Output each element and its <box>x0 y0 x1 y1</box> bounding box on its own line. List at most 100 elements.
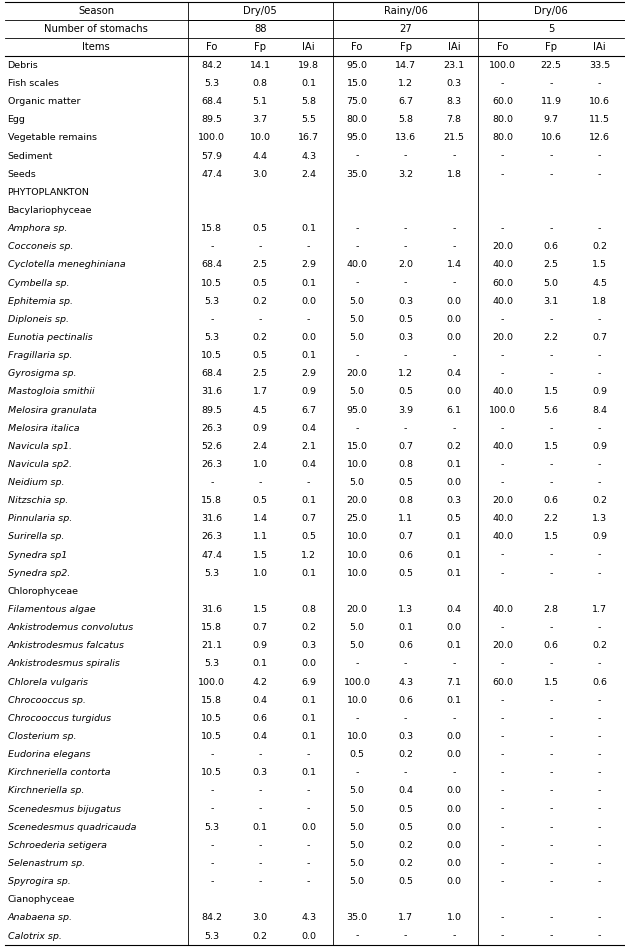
Text: -: - <box>356 714 359 723</box>
Text: 26.3: 26.3 <box>201 460 222 469</box>
Text: 1.0: 1.0 <box>447 914 462 922</box>
Text: -: - <box>210 841 214 849</box>
Text: 26.3: 26.3 <box>201 532 222 542</box>
Text: 89.5: 89.5 <box>201 405 222 415</box>
Text: 0.1: 0.1 <box>447 532 462 542</box>
Text: 31.6: 31.6 <box>201 514 222 524</box>
Text: 5.0: 5.0 <box>544 278 559 288</box>
Text: 4.3: 4.3 <box>301 152 316 161</box>
Text: -: - <box>501 369 504 378</box>
Text: -: - <box>598 351 601 360</box>
Text: -: - <box>598 841 601 849</box>
Text: -: - <box>356 768 359 777</box>
Text: -: - <box>259 750 262 759</box>
Text: 52.6: 52.6 <box>201 442 222 451</box>
Text: Chrocooccus turgidus: Chrocooccus turgidus <box>8 714 111 723</box>
Text: -: - <box>356 242 359 251</box>
Text: 0.3: 0.3 <box>253 768 268 777</box>
Text: 0.1: 0.1 <box>447 696 462 705</box>
Text: 40.0: 40.0 <box>347 260 368 269</box>
Text: 26.3: 26.3 <box>201 423 222 433</box>
Text: 0.2: 0.2 <box>592 242 607 251</box>
Text: 25.0: 25.0 <box>347 514 368 524</box>
Text: Melosira italica: Melosira italica <box>8 423 79 433</box>
Text: Mastogloia smithii: Mastogloia smithii <box>8 387 94 397</box>
Text: 95.0: 95.0 <box>347 405 368 415</box>
Text: Navicula sp1.: Navicula sp1. <box>8 442 71 451</box>
Text: 0.0: 0.0 <box>447 841 462 849</box>
Text: 0.9: 0.9 <box>592 442 607 451</box>
Text: 0.8: 0.8 <box>398 460 413 469</box>
Text: Kirchneriella sp.: Kirchneriella sp. <box>8 786 84 795</box>
Text: 0.5: 0.5 <box>398 387 413 397</box>
Text: 0.9: 0.9 <box>301 387 316 397</box>
Text: 0.5: 0.5 <box>253 278 268 288</box>
Text: -: - <box>549 696 552 705</box>
Text: 2.5: 2.5 <box>253 369 268 378</box>
Text: 0.0: 0.0 <box>447 859 462 868</box>
Text: -: - <box>549 805 552 813</box>
Text: -: - <box>598 732 601 741</box>
Text: -: - <box>598 569 601 578</box>
Text: 23.1: 23.1 <box>444 61 464 70</box>
Text: 5.0: 5.0 <box>349 478 364 487</box>
Text: 40.0: 40.0 <box>492 605 513 614</box>
Text: -: - <box>404 278 408 288</box>
Text: 1.5: 1.5 <box>544 387 559 397</box>
Text: Bacylariophyceae: Bacylariophyceae <box>8 206 92 215</box>
Text: Sediment: Sediment <box>8 152 53 161</box>
Text: -: - <box>549 732 552 741</box>
Text: Debris: Debris <box>8 61 38 70</box>
Text: 0.3: 0.3 <box>446 79 462 88</box>
Text: -: - <box>598 859 601 868</box>
Text: 19.8: 19.8 <box>298 61 319 70</box>
Text: 7.8: 7.8 <box>447 116 462 124</box>
Text: 1.0: 1.0 <box>253 460 268 469</box>
Text: 1.5: 1.5 <box>253 550 268 560</box>
Text: 5.0: 5.0 <box>349 387 364 397</box>
Text: Fp: Fp <box>254 43 266 52</box>
Text: 5.3: 5.3 <box>204 296 219 306</box>
Text: 100.0: 100.0 <box>198 134 225 142</box>
Text: -: - <box>598 750 601 759</box>
Text: 0.4: 0.4 <box>447 369 462 378</box>
Text: 10.0: 10.0 <box>347 460 368 469</box>
Text: 0.5: 0.5 <box>398 805 413 813</box>
Text: -: - <box>549 786 552 795</box>
Text: 4.3: 4.3 <box>398 678 413 687</box>
Text: 0.4: 0.4 <box>447 605 462 614</box>
Text: 5.0: 5.0 <box>349 805 364 813</box>
Text: -: - <box>598 696 601 705</box>
Text: 40.0: 40.0 <box>492 260 513 269</box>
Text: 1.7: 1.7 <box>398 914 413 922</box>
Text: 0.2: 0.2 <box>592 641 607 651</box>
Text: 5.0: 5.0 <box>349 786 364 795</box>
Text: Fp: Fp <box>545 43 557 52</box>
Text: 0.1: 0.1 <box>301 496 316 505</box>
Text: 10.5: 10.5 <box>201 732 222 741</box>
Text: 5.0: 5.0 <box>349 859 364 868</box>
Text: 15.8: 15.8 <box>201 623 222 633</box>
Text: 100.0: 100.0 <box>198 678 225 687</box>
Text: 0.4: 0.4 <box>253 732 268 741</box>
Text: 0.0: 0.0 <box>447 478 462 487</box>
Text: Navicula sp2.: Navicula sp2. <box>8 460 71 469</box>
Text: 60.0: 60.0 <box>492 98 513 106</box>
Text: Cyclotella meneghiniana: Cyclotella meneghiniana <box>8 260 125 269</box>
Text: 3.1: 3.1 <box>544 296 559 306</box>
Text: -: - <box>501 841 504 849</box>
Text: 4.4: 4.4 <box>253 152 268 161</box>
Text: 0.6: 0.6 <box>544 496 559 505</box>
Text: 5.0: 5.0 <box>349 823 364 831</box>
Text: -: - <box>356 659 359 669</box>
Text: Fo: Fo <box>351 43 363 52</box>
Text: 0.5: 0.5 <box>398 569 413 578</box>
Text: -: - <box>501 768 504 777</box>
Text: -: - <box>549 659 552 669</box>
Text: 2.1: 2.1 <box>301 442 316 451</box>
Text: 5.3: 5.3 <box>204 79 219 88</box>
Text: 8.4: 8.4 <box>592 405 607 415</box>
Text: -: - <box>501 79 504 88</box>
Text: 1.2: 1.2 <box>301 550 316 560</box>
Text: -: - <box>549 152 552 161</box>
